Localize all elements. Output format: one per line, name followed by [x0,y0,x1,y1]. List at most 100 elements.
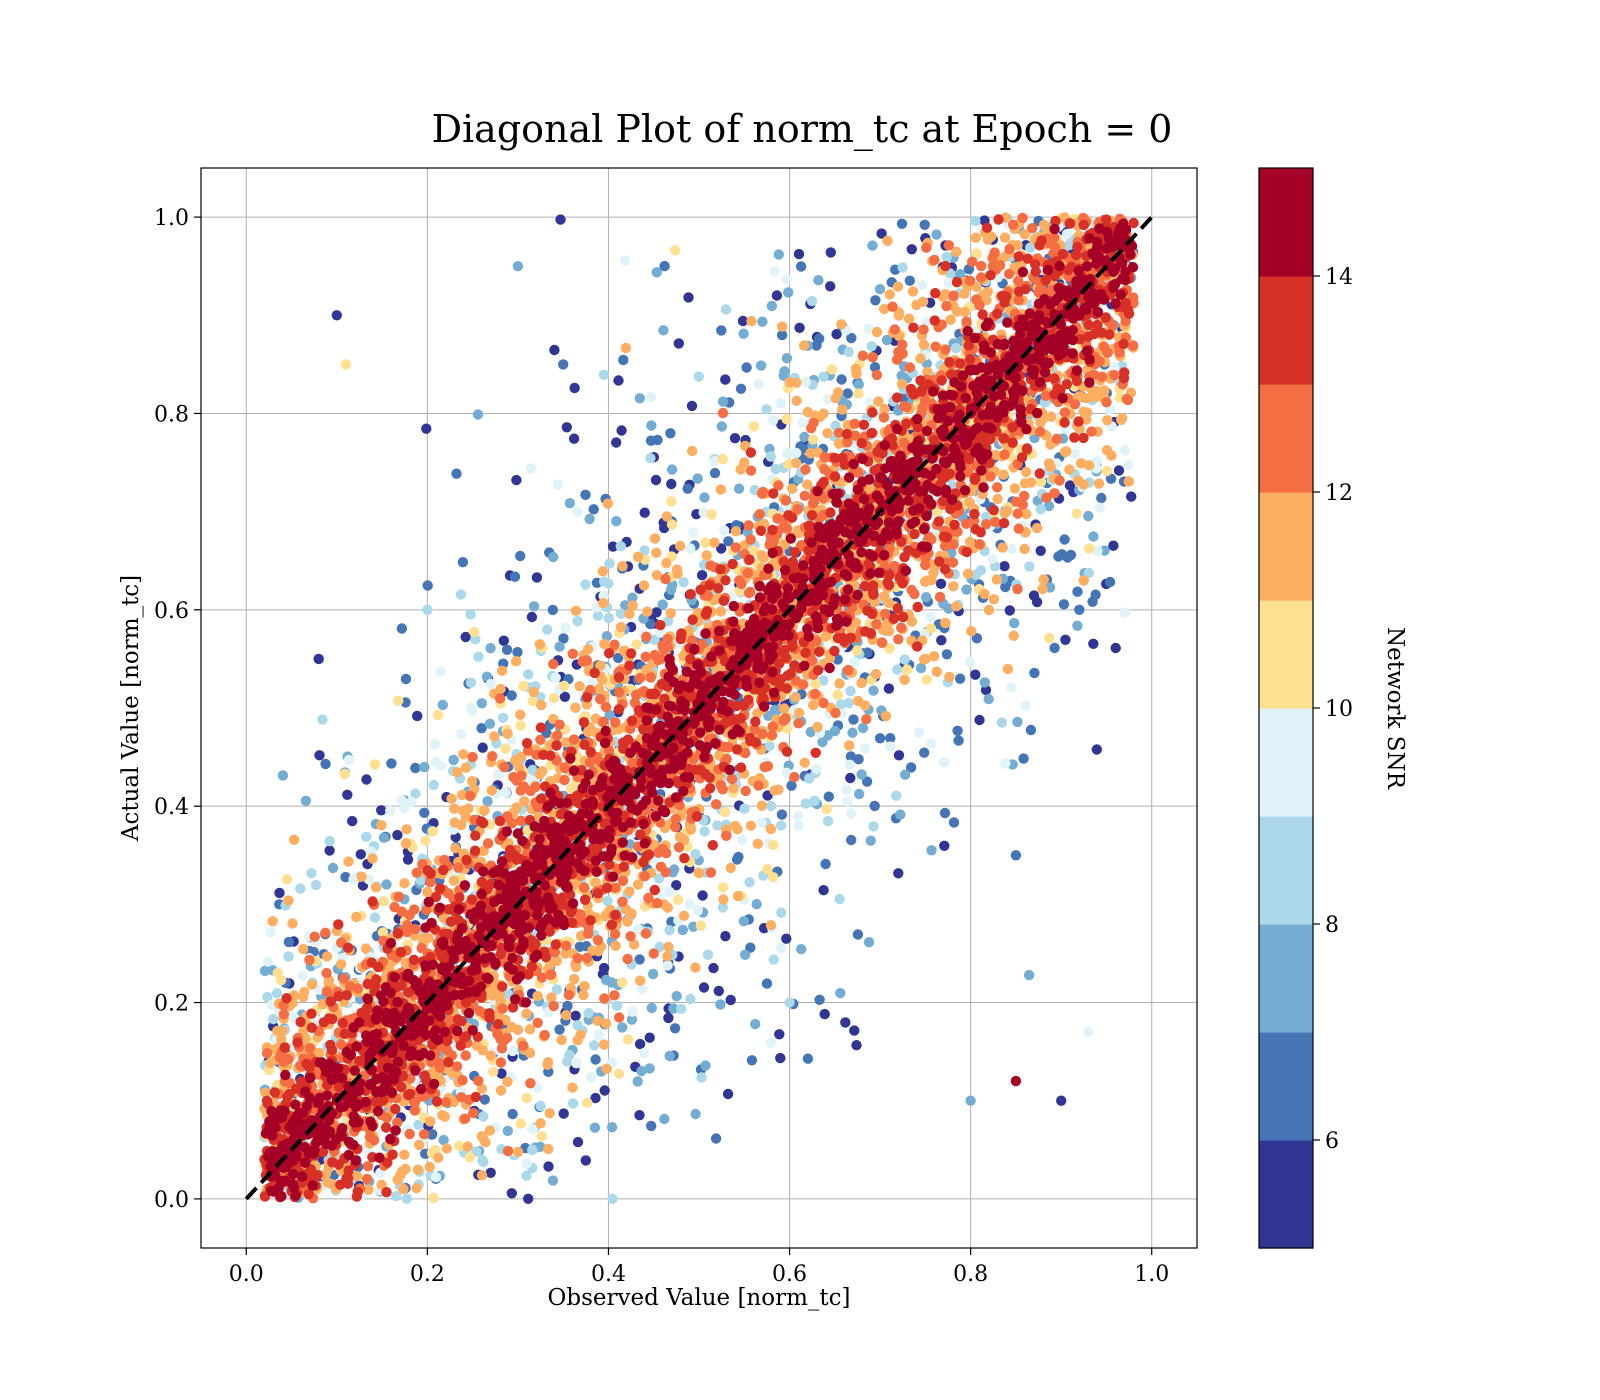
scatter-point [1113,465,1125,476]
scatter-point [851,1040,862,1051]
scatter-point [601,1063,612,1075]
scatter-point [765,1037,776,1049]
scatter-point [497,712,509,723]
scatter-point [822,393,834,405]
scatter-point [1012,583,1023,595]
scatter-point [848,714,859,725]
scatter-point [399,878,410,889]
scatter-point [1083,1026,1094,1038]
scatter-point [453,862,464,873]
scatter-point [518,680,529,692]
scatter-point [739,803,750,814]
scatter-point [639,545,650,556]
scatter-point [304,954,315,966]
scatter-point [404,1128,415,1140]
scatter-point [879,591,890,602]
scatter-point [920,559,931,571]
scatter-point [800,376,812,388]
scatter-point [904,275,915,286]
scatter-point [586,1072,597,1083]
scatter-point [512,1024,524,1036]
scatter-point [543,1161,554,1172]
scatter-point [751,899,762,910]
scatter-point [705,867,717,878]
scatter-point [648,948,659,959]
scatter-point [735,383,747,394]
scatter-point [717,453,728,465]
scatter-point [757,316,768,327]
scatter-point [1002,663,1014,675]
scatter-point [519,796,530,807]
scatter-point [646,1120,657,1132]
scatter-point [495,683,506,695]
scatter-point [395,1169,406,1181]
scatter-point [928,651,940,662]
scatter-point [572,615,583,627]
scatter-point [339,768,351,780]
scatter-point [560,1010,572,1021]
scatter-point [817,736,828,748]
scatter-point [802,406,813,418]
scatter-point [666,496,677,507]
scatter-point [806,295,818,307]
scatter-point [331,310,342,321]
scatter-point [891,790,902,801]
scatter-point [361,831,372,842]
scatter-point [473,651,484,662]
scatter-point [399,1149,410,1160]
scatter-point [602,498,613,509]
scatter-point [572,953,583,964]
scatter-point [970,569,982,580]
scatter-point [607,541,619,552]
scatter-point [750,1018,761,1030]
scatter-point [1101,445,1113,456]
scatter-point [562,1000,573,1012]
scatter-point [834,893,845,905]
scatter-point [298,991,309,1003]
scatter-point [688,527,699,538]
scatter-point [548,551,559,563]
scatter-point [845,685,856,697]
scatter-point [983,604,995,616]
scatter-point [521,1092,532,1104]
scatter-point [551,984,562,995]
scatter-point [361,774,372,785]
scatter-point [720,304,732,315]
scatter-point [735,464,746,475]
scatter-point [603,612,615,624]
scatter-point [677,924,688,936]
scatter-point [599,1085,610,1096]
scatter-point [1043,458,1055,469]
scatter-point [502,728,513,739]
scatter-point [1017,212,1028,224]
scatter-point [974,714,985,726]
scatter-point [720,374,731,385]
scatter-point [730,526,742,537]
scatter-point [849,657,860,668]
scatter-point [845,808,857,819]
scatter-point [666,478,677,490]
scatter-point [536,699,547,711]
scatter-point [609,990,620,1001]
scatter-point [810,678,821,690]
scatter-point [665,608,676,619]
scatter-point [578,989,589,1001]
scatter-point [662,615,674,627]
scatter-point [502,1145,514,1157]
scatter-point [767,872,779,883]
scatter-point [834,678,845,689]
scatter-point [1072,620,1083,631]
scatter-point [283,895,294,906]
scatter-point [593,683,605,695]
scatter-point [615,621,627,633]
scatter-point [699,492,710,503]
scatter-point [446,793,457,804]
scatter-point [554,1024,565,1035]
scatter-point [754,509,765,520]
scatter-point [961,316,972,327]
scatter-point [1071,508,1083,519]
scatter-point [846,332,857,344]
scatter-point [697,890,708,901]
scatter-point [402,854,414,865]
scatter-point [744,877,755,888]
